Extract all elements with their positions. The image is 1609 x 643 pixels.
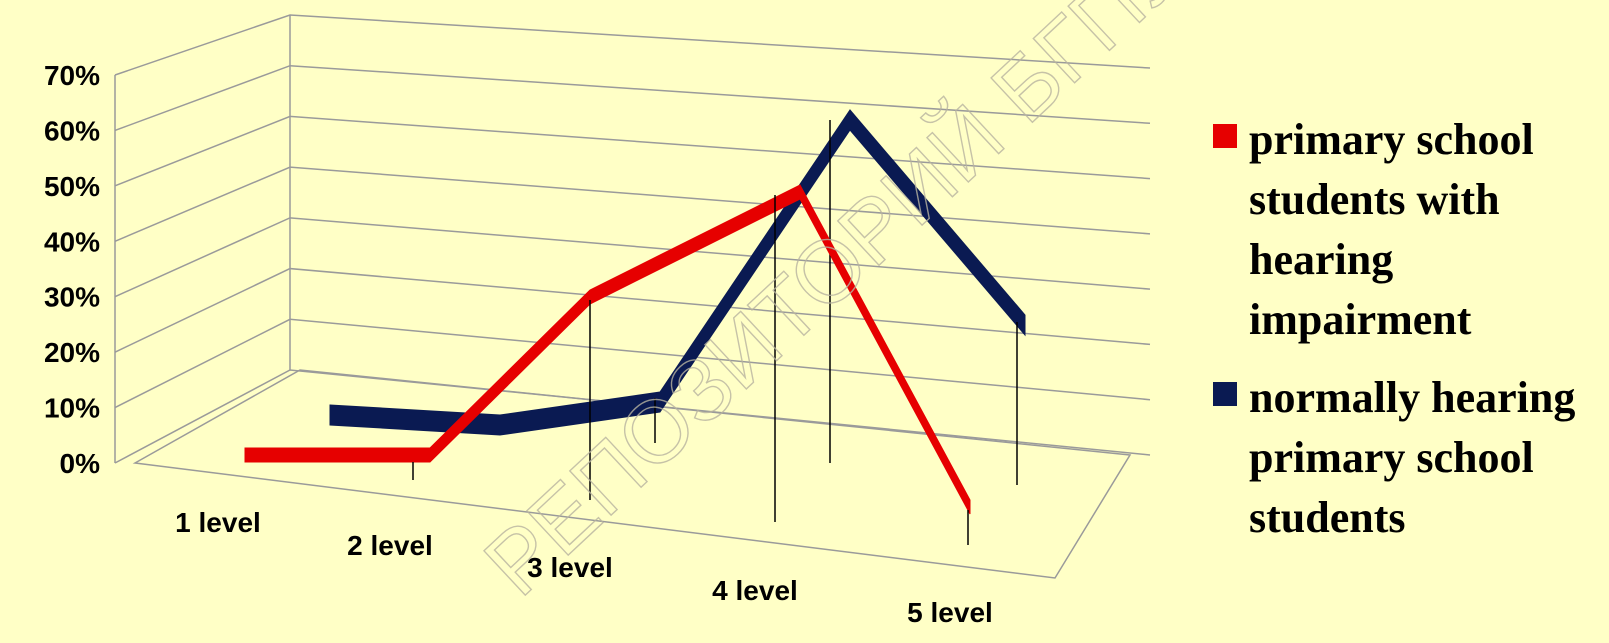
gridline — [114, 166, 1151, 242]
legend-swatch-hearing-impaired — [1213, 124, 1237, 148]
gridline — [114, 267, 1151, 353]
series-line-normally-hearing — [329, 109, 1026, 436]
legend-label-hearing-impaired: primary school students with hearing imp… — [1249, 115, 1534, 344]
chart-floor — [132, 369, 1132, 579]
y-tick-label: 20% — [44, 337, 100, 368]
x-tick-label: 5 level — [907, 597, 993, 628]
gridline — [114, 14, 1151, 76]
legend-label-normally-hearing: normally hearing primary school students — [1249, 373, 1576, 542]
legend-entry-normally-hearing: normally hearing primary school students — [1213, 368, 1603, 548]
y-tick-label: 10% — [44, 393, 100, 424]
y-tick-label: 0% — [60, 448, 101, 479]
y-tick-label: 70% — [44, 60, 100, 91]
x-tick-label: 3 level — [527, 552, 613, 583]
x-axis-ticks: 1 level 2 level 3 level 4 level 5 level — [175, 507, 993, 628]
series-layer — [244, 109, 1026, 545]
legend-entry-hearing-impaired: primary school students with hearing imp… — [1213, 110, 1603, 350]
series-line-hearing-impaired — [244, 184, 971, 515]
y-axis-ticks: 0% 10% 20% 30% 40% 50% 60% 70% — [44, 60, 100, 479]
x-tick-label: 2 level — [347, 530, 433, 561]
gridline — [114, 369, 1151, 464]
y-tick-label: 30% — [44, 282, 100, 313]
gridline — [114, 64, 1151, 132]
gridline — [114, 217, 1151, 298]
chart-gridlines — [114, 14, 1151, 464]
chart-walls — [114, 15, 1132, 579]
gridline — [114, 115, 1151, 187]
legend: primary school students with hearing imp… — [1213, 110, 1603, 566]
gridline — [114, 318, 1151, 409]
y-tick-label: 60% — [44, 115, 100, 146]
x-tick-label: 1 level — [175, 507, 261, 538]
y-tick-label: 40% — [44, 226, 100, 257]
y-tick-label: 50% — [44, 171, 100, 202]
x-tick-label: 4 level — [712, 575, 798, 606]
legend-swatch-normally-hearing — [1213, 382, 1237, 406]
